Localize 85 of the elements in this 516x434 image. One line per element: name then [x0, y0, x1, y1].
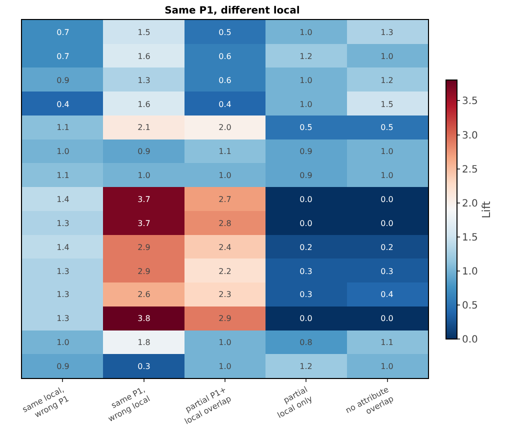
data-label: 1.3	[380, 28, 394, 37]
data-label: 2.8	[218, 218, 232, 228]
data-label: 0.4	[380, 290, 394, 299]
data-label: 0.0	[380, 218, 394, 228]
data-label: 0.3	[300, 266, 312, 276]
color-bar-label: 2.5	[462, 164, 478, 176]
data-label: 1.0	[138, 170, 150, 180]
data-label: 1.0	[218, 170, 232, 180]
data-label: 0.2	[300, 242, 312, 252]
data-label: 0.3	[138, 362, 150, 371]
data-label: 1.3	[56, 266, 70, 276]
data-label: 1.0	[380, 170, 394, 180]
data-label: 0.0	[300, 314, 312, 323]
data-label: 1.6	[138, 100, 150, 109]
data-label: 1.2	[300, 362, 312, 371]
data-label: 1.0	[300, 100, 312, 109]
data-label: 0.6	[218, 76, 232, 85]
data-label: 3.7	[138, 218, 150, 228]
chart-title: Same P1, different local	[164, 6, 300, 17]
data-label: 1.3	[56, 314, 70, 323]
data-label: 1.0	[300, 28, 312, 37]
data-label: 1.1	[56, 122, 70, 132]
data-label: 0.5	[218, 28, 232, 37]
data-label: 1.4	[56, 242, 70, 252]
data-label: 2.0	[218, 122, 232, 132]
data-label: 3.8	[138, 314, 150, 323]
data-label: 1.2	[380, 76, 394, 85]
color-bar-label: 3.0	[462, 130, 478, 142]
color-bar-label: 1.5	[462, 232, 478, 244]
data-label: 0.4	[56, 100, 70, 109]
data-label: 2.6	[138, 290, 150, 299]
data-label: 2.4	[218, 242, 232, 252]
data-label: 1.6	[138, 52, 150, 61]
data-label: 3.7	[138, 194, 150, 204]
data-label: 1.0	[218, 362, 232, 371]
data-label: 0.0	[300, 194, 312, 204]
data-label: 1.8	[138, 338, 150, 347]
data-label: 1.0	[380, 146, 394, 156]
data-label: 0.8	[300, 338, 312, 347]
data-label: 0.5	[300, 122, 312, 132]
data-label: 0.3	[300, 290, 312, 299]
data-label: 1.1	[218, 146, 232, 156]
data-label: 0.4	[218, 100, 232, 109]
data-label: 0.0	[380, 194, 394, 204]
data-label: 1.5	[380, 100, 394, 109]
data-label: 2.7	[218, 194, 232, 204]
data-label: 2.2	[218, 266, 232, 276]
color-bar-label: 3.5	[462, 96, 478, 108]
data-label: 1.0	[56, 146, 70, 156]
data-label: 1.5	[138, 28, 150, 37]
data-label: 0.7	[56, 28, 70, 37]
color-bar-label: 0.5	[462, 300, 478, 312]
data-label: 0.9	[300, 170, 312, 180]
data-label: 0.9	[56, 362, 70, 371]
data-label: 2.9	[138, 242, 150, 252]
data-label: 2.9	[218, 314, 232, 323]
data-label: 2.1	[138, 122, 150, 132]
color-bar-label: 0.0	[462, 334, 478, 346]
data-label: 1.3	[56, 290, 70, 299]
data-label: 1.1	[56, 170, 70, 180]
data-label: 1.3	[138, 76, 150, 85]
data-label: 1.1	[380, 338, 394, 347]
data-label: 0.9	[300, 146, 312, 156]
data-label: 0.0	[300, 218, 312, 228]
data-label: 1.2	[300, 52, 312, 61]
data-label: 2.3	[218, 290, 232, 299]
data-label: 0.6	[218, 52, 232, 61]
data-label: 0.0	[380, 314, 394, 323]
data-label: 0.7	[56, 52, 70, 61]
data-label: 1.0	[380, 52, 394, 61]
data-label: 1.0	[380, 362, 394, 371]
data-label: 0.2	[380, 242, 394, 252]
data-label: 1.0	[300, 76, 312, 85]
data-label: 0.3	[380, 266, 394, 276]
color-bar-title: Lift	[480, 200, 493, 218]
data-label: 1.4	[56, 194, 70, 204]
data-label: 1.0	[218, 338, 232, 347]
data-label: 0.5	[380, 122, 394, 132]
data-label: 2.9	[138, 266, 150, 276]
data-label: 1.0	[56, 338, 70, 347]
color-bar-label: 2.0	[462, 198, 478, 210]
data-label: 0.9	[138, 146, 150, 156]
color-bar-label: 1.0	[462, 266, 478, 278]
data-label: 1.3	[56, 218, 70, 228]
data-label: 0.9	[56, 76, 70, 85]
